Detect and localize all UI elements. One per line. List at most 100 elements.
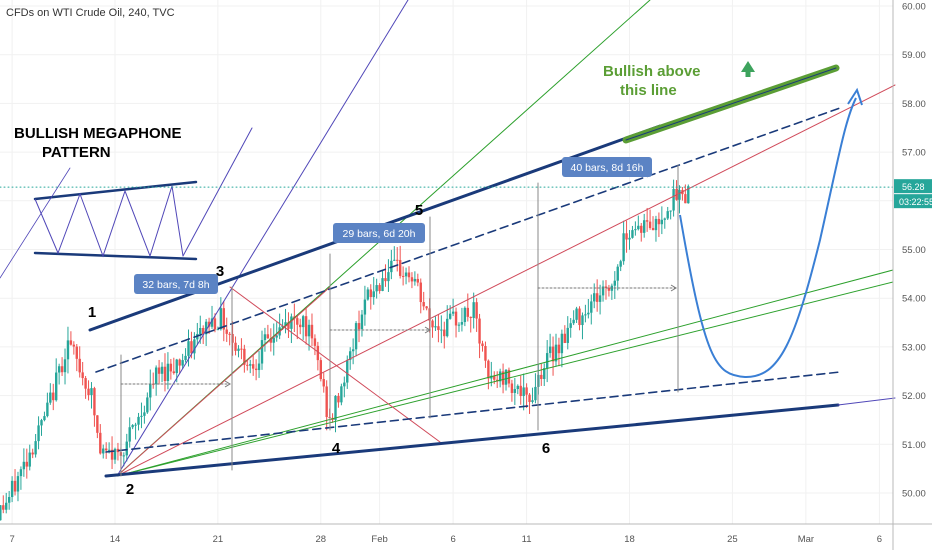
candle-down (25, 461, 28, 467)
countdown-tag (894, 194, 932, 209)
chart-labels: 32 bars, 7d 8h 29 bars, 6d 20h 40 bars, 8d… (88, 157, 652, 498)
candle-up (19, 469, 23, 477)
candle-up (284, 322, 287, 326)
candle-up (457, 324, 461, 326)
candle-up (122, 455, 126, 457)
candle-down (52, 392, 55, 401)
candle-down (540, 374, 543, 379)
candle-up (672, 189, 675, 211)
candle-up (631, 230, 634, 238)
candle-up (613, 280, 616, 286)
candle-down (243, 348, 246, 365)
candle-up (346, 359, 349, 383)
candle-down (501, 371, 505, 385)
candle-down (163, 366, 167, 382)
candle-down (475, 302, 478, 319)
candle-down (578, 308, 581, 326)
candle-down (225, 329, 228, 334)
y-tick-label: 60.00 (902, 2, 926, 13)
measure-arrow (670, 284, 677, 292)
candle-up (593, 293, 596, 302)
candle-up (0, 505, 2, 521)
candle-up (49, 392, 52, 403)
chart-title: CFDs on WTI Crude Oil, 240, TVC (6, 7, 175, 19)
y-tick-label: 53.00 (902, 342, 926, 353)
candle-down (431, 320, 434, 328)
candle-up (184, 355, 187, 361)
fan-line-low (116, 269, 894, 477)
candle-up (560, 333, 564, 354)
candle-down (222, 308, 225, 330)
candle-down (84, 378, 87, 389)
time-axis[interactable]: 7 14 21 28 Feb 6 11 18 25 Mar 6 (0, 523, 932, 545)
candle-up (440, 329, 443, 331)
current-price-value: 56.28 (902, 182, 925, 192)
candle-up (387, 272, 390, 282)
x-tick-label: 21 (213, 534, 224, 545)
candle-down (231, 334, 234, 343)
candle-up (616, 266, 619, 281)
candle-up (366, 289, 370, 300)
candle-down (528, 394, 531, 402)
candle-down (202, 328, 205, 335)
wave-label-5: 5 (415, 202, 423, 219)
candle-up (134, 424, 137, 426)
candle-down (398, 260, 402, 276)
candle-up (548, 346, 552, 354)
candle-down (228, 333, 231, 335)
measure-label-bg (134, 274, 218, 294)
candle-down (69, 340, 73, 345)
example-upper-line (33, 180, 198, 201)
candle-up (46, 402, 49, 417)
candle-down (234, 342, 237, 351)
x-tick-label: 28 (316, 534, 327, 545)
pattern-title-line-2: PATTERN (42, 144, 111, 161)
candle-down (425, 306, 428, 309)
candle-up (498, 371, 502, 382)
candle-up (381, 278, 384, 292)
candle-down (657, 218, 661, 225)
measure-label: 29 bars, 6d 20h (343, 228, 416, 240)
candle-down (313, 338, 317, 346)
candle-up (102, 448, 105, 454)
candle-up (249, 364, 252, 366)
candle-down (684, 194, 687, 204)
candle-up (16, 476, 20, 492)
candle-down (325, 386, 328, 418)
candle-up (128, 427, 131, 442)
fan-line-cross (229, 286, 441, 443)
wave-label-6: 6 (542, 440, 550, 457)
chart-drawings (0, 0, 896, 478)
candle-down (319, 360, 322, 380)
candle-up (516, 385, 519, 390)
wave-label-1: 1 (88, 304, 96, 321)
x-tick-label: 25 (727, 534, 738, 545)
bullish-note-line-2: this line (620, 82, 677, 99)
x-tick-label: Mar (798, 534, 814, 545)
candle-down (13, 480, 17, 492)
example-left-line (0, 167, 71, 279)
candle-up (175, 359, 178, 374)
candle-up (7, 497, 11, 503)
candle-up (566, 327, 569, 343)
candle-up (204, 321, 208, 335)
price-axis[interactable]: 60.0059.0058.0057.0056.0055.0054.0053.00… (892, 0, 932, 550)
candle-up (434, 326, 437, 328)
candle-down (469, 316, 472, 319)
candle-down (178, 359, 181, 366)
candle-down (266, 334, 270, 339)
candle-up (340, 386, 343, 403)
candle-up (181, 360, 184, 366)
example-breakout-line (182, 127, 253, 257)
candle-up (354, 323, 358, 350)
example-zigzag (34, 185, 184, 258)
candle-up (534, 386, 537, 401)
candle-down (487, 360, 490, 379)
candle-down (2, 505, 5, 510)
measure-label-bg (333, 223, 425, 243)
candle-down (519, 385, 522, 397)
candle-down (254, 368, 258, 371)
candle-down (213, 318, 217, 330)
candle-up (360, 314, 364, 330)
